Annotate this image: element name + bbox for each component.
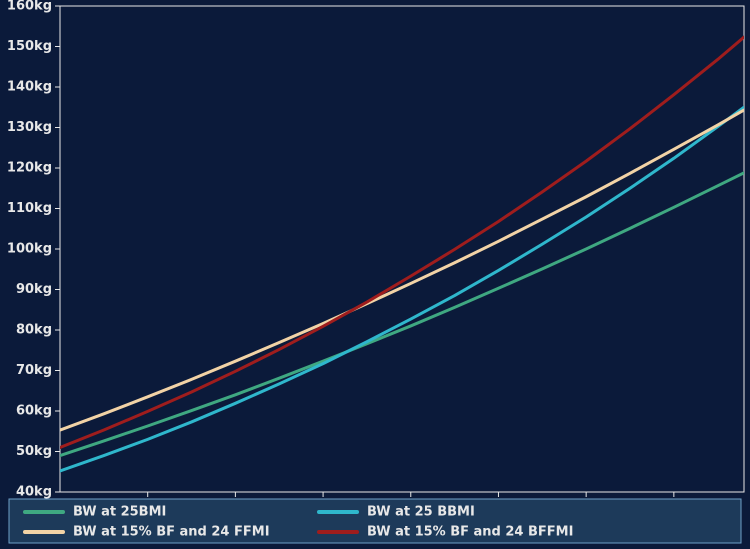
legend-label-bffmi24: BW at 15% BF and 24 BFFMI bbox=[367, 525, 573, 540]
y-tick-label: 70kg bbox=[16, 363, 52, 378]
y-tick-label: 120kg bbox=[7, 161, 52, 176]
legend-label-bbmi25: BW at 25 BBMI bbox=[367, 505, 475, 520]
legend: BW at 25BMI BW at 25 BBMI BW at 15% BF and… bbox=[9, 499, 741, 543]
legend-label-ffmi24: BW at 15% BF and 24 FFMI bbox=[73, 525, 270, 540]
y-tick-label: 110kg bbox=[7, 201, 52, 216]
y-tick-label: 160kg bbox=[7, 0, 52, 14]
y-tick-label: 50kg bbox=[16, 444, 52, 459]
y-tick-label: 140kg bbox=[7, 80, 52, 95]
legend-label-bmi25: BW at 25BMI bbox=[73, 505, 166, 520]
y-tick-label: 130kg bbox=[7, 120, 52, 135]
y-tick-label: 40kg bbox=[16, 485, 52, 500]
y-tick-label: 100kg bbox=[7, 242, 52, 257]
y-tick-label: 80kg bbox=[16, 323, 52, 338]
y-tick-label: 150kg bbox=[7, 39, 52, 54]
y-tick-label: 60kg bbox=[16, 404, 52, 419]
y-tick-label: 90kg bbox=[16, 282, 52, 297]
bodyweight-chart: 40kg 50kg 60kg 70kg 80kg 90kg 100kg 110kg 120kg 1… bbox=[0, 0, 750, 549]
